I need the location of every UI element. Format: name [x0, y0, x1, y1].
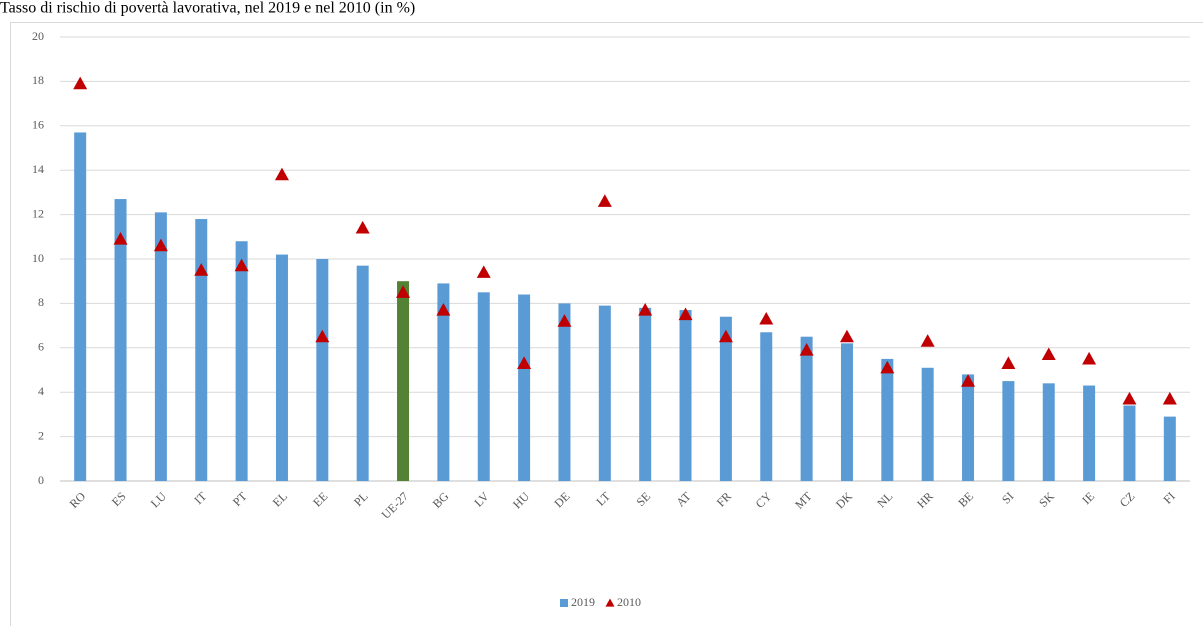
y-tick-label: 0: [38, 473, 44, 487]
marker: [799, 343, 814, 356]
legend-swatch: [605, 598, 615, 607]
marker: [1041, 347, 1056, 361]
marker: [638, 303, 653, 316]
marker: [274, 167, 289, 181]
bar: [1083, 385, 1096, 481]
bar: [598, 305, 611, 481]
chart-title: Tasso di rischio di povertà lavorativa, …: [0, 0, 415, 17]
y-tick-label: 18: [32, 73, 44, 87]
marker: [678, 307, 693, 321]
marker: [315, 329, 330, 343]
legend-swatch: [560, 599, 568, 607]
marker: [476, 265, 491, 278]
bar: [679, 310, 692, 481]
marker: [880, 360, 895, 374]
bar: [437, 283, 450, 481]
y-tick-label: 14: [32, 162, 44, 176]
bar: [477, 292, 490, 481]
bar: [639, 307, 652, 481]
marker: [355, 220, 370, 234]
bar: [921, 367, 934, 481]
marker: [759, 311, 774, 325]
marker: [1001, 356, 1016, 369]
bar: [1002, 381, 1015, 481]
y-tick-label: 8: [38, 295, 44, 309]
marker: [517, 356, 532, 369]
y-tick-label: 2: [38, 428, 44, 442]
marker: [234, 258, 249, 272]
bar: [356, 265, 369, 481]
bar: [840, 343, 853, 481]
bar: [800, 336, 813, 481]
bar: [962, 374, 975, 481]
marker: [73, 76, 88, 90]
bar: [1123, 405, 1136, 481]
bar: [316, 259, 329, 481]
marker: [1082, 351, 1097, 365]
bar: [275, 254, 288, 481]
bar: [235, 241, 248, 481]
y-tick-label: 6: [38, 340, 44, 354]
bar: [719, 316, 732, 481]
bar: [1163, 416, 1176, 481]
bar: [397, 281, 410, 481]
bar: [114, 199, 127, 481]
marker: [113, 232, 128, 245]
bar: [195, 219, 208, 482]
bar: [74, 132, 87, 481]
bar: [881, 358, 894, 481]
marker: [597, 194, 612, 207]
y-tick-label: 10: [32, 251, 44, 265]
marker: [396, 285, 411, 298]
marker: [1162, 391, 1177, 405]
bar: [760, 332, 773, 481]
marker: [839, 329, 854, 343]
marker: [436, 303, 451, 316]
y-tick-label: 20: [32, 29, 44, 43]
bar: [558, 303, 571, 481]
marker: [557, 314, 572, 327]
marker: [920, 334, 935, 347]
y-tick-label: 12: [32, 206, 44, 220]
marker: [1122, 391, 1137, 405]
bar: [1042, 383, 1055, 481]
marker: [718, 329, 733, 343]
marker: [961, 374, 976, 387]
y-tick-label: 4: [38, 384, 44, 398]
legend-label: 2019: [571, 595, 595, 609]
y-tick-label: 16: [32, 118, 44, 132]
legend-label: 2010: [617, 595, 641, 609]
bar: [154, 212, 167, 481]
marker: [153, 238, 168, 252]
bar: [518, 294, 531, 481]
marker: [194, 263, 209, 276]
